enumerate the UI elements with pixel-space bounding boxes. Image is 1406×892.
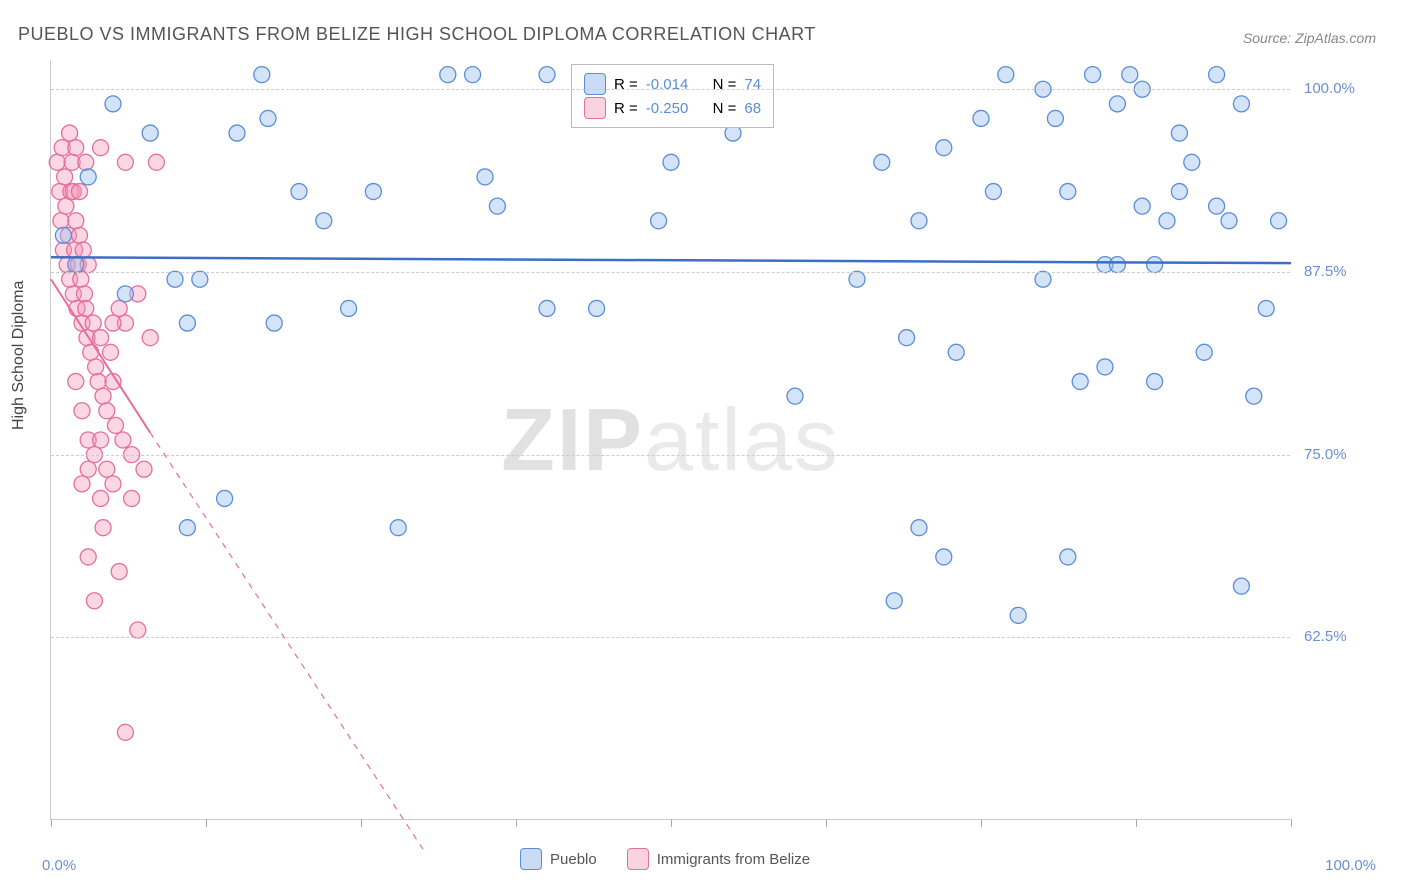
gridline <box>51 272 1290 273</box>
y-axis-label: High School Diploma <box>10 281 28 430</box>
x-tick <box>826 819 827 827</box>
gridline <box>51 455 1290 456</box>
legend-correlation: R = -0.014 N = 74 R = -0.250 N = 68 <box>571 64 774 128</box>
gridline <box>51 637 1290 638</box>
y-tick-label: 62.5% <box>1304 628 1374 645</box>
n-label: N = <box>713 100 737 117</box>
x-tick <box>51 819 52 827</box>
r-value-pink: -0.250 <box>646 100 689 117</box>
swatch-pink-icon <box>627 848 649 870</box>
x-tick <box>1136 819 1137 827</box>
legend-label-pueblo: Pueblo <box>550 851 597 868</box>
x-axis-min-label: 0.0% <box>42 857 76 874</box>
x-tick <box>361 819 362 827</box>
legend-item-pueblo: Pueblo <box>520 848 597 870</box>
scatter-svg <box>51 60 1290 819</box>
swatch-blue-icon <box>584 73 606 95</box>
swatch-pink-icon <box>584 97 606 119</box>
x-tick <box>1291 819 1292 827</box>
r-label: R = <box>614 100 638 117</box>
gridline <box>51 89 1290 90</box>
x-axis-max-label: 100.0% <box>1325 857 1376 874</box>
x-tick <box>671 819 672 827</box>
x-tick <box>206 819 207 827</box>
y-tick-label: 100.0% <box>1304 80 1374 97</box>
legend-row-blue: R = -0.014 N = 74 <box>584 73 761 95</box>
chart-title: PUEBLO VS IMMIGRANTS FROM BELIZE HIGH SC… <box>18 24 816 45</box>
legend-label-belize: Immigrants from Belize <box>657 851 810 868</box>
legend-item-belize: Immigrants from Belize <box>627 848 810 870</box>
legend-row-pink: R = -0.250 N = 68 <box>584 97 761 119</box>
n-value-pink: 68 <box>744 100 761 117</box>
chart-plot-area: ZIPatlas R = -0.014 N = 74 R = -0.250 N … <box>50 60 1290 820</box>
x-tick <box>981 819 982 827</box>
y-tick-label: 75.0% <box>1304 446 1374 463</box>
x-tick <box>516 819 517 827</box>
legend-series: Pueblo Immigrants from Belize <box>520 848 810 870</box>
source-label: Source: ZipAtlas.com <box>1243 30 1376 46</box>
y-tick-label: 87.5% <box>1304 263 1374 280</box>
swatch-blue-icon <box>520 848 542 870</box>
